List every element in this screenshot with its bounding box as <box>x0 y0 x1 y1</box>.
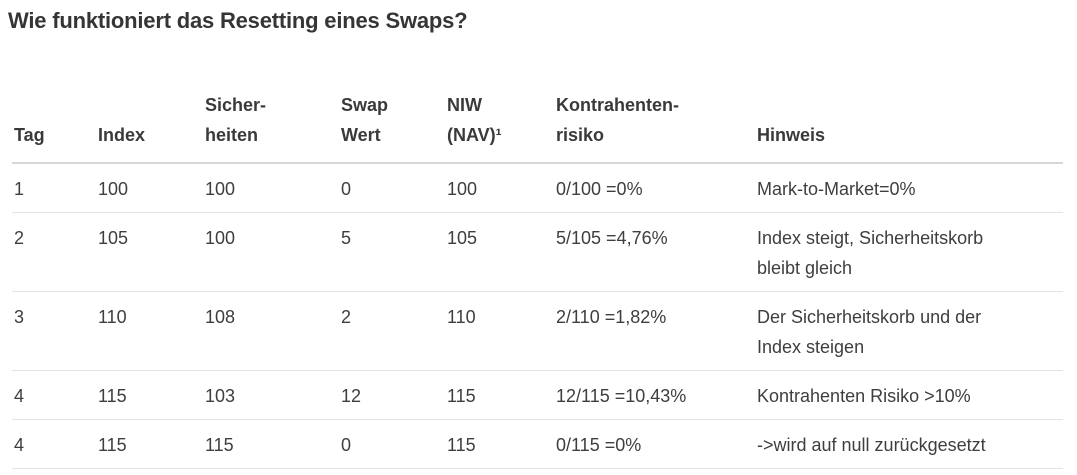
page-title: Wie funktioniert das Resetting eines Swa… <box>8 8 468 33</box>
column-header-kontrahentenrisiko: Kontrahenten- risiko <box>556 95 679 145</box>
column-header-swap-wert: Swap Wert <box>341 95 389 145</box>
cell-sicherheiten: 100 <box>205 228 236 248</box>
table-row: 4 115 103 12 115 12/115 =10,43% Kontrahe… <box>12 371 1063 420</box>
cell-tag: 1 <box>14 179 25 199</box>
cell-sicherheiten: 108 <box>205 307 236 327</box>
column-header-hinweis: Hinweis <box>757 125 826 145</box>
column-header-niw-nav: NIW (NAV)¹ <box>447 95 502 145</box>
table-row: 3 110 108 2 110 2/110 =1,82% Der Sicherh… <box>12 292 1063 371</box>
cell-swap-wert: 12 <box>341 386 362 406</box>
swap-resetting-table: Tag Index Sicher- heiten Swap Wert NIW (… <box>12 90 1063 469</box>
column-header-sicherheiten: Sicher- heiten <box>205 95 267 145</box>
cell-hinweis: Mark-to-Market=0% <box>757 179 916 199</box>
cell-niw: 115 <box>447 386 476 406</box>
cell-tag: 4 <box>14 386 25 406</box>
cell-sicherheiten: 115 <box>205 435 234 455</box>
cell-hinweis: Der Sicherheitskorb und der Index steige… <box>757 307 982 357</box>
cell-tag: 4 <box>14 435 25 455</box>
cell-kontrahentenrisiko: 2/110 =1,82% <box>556 307 667 327</box>
cell-index: 115 <box>98 386 127 406</box>
cell-niw: 100 <box>447 179 478 199</box>
cell-niw: 115 <box>447 435 476 455</box>
cell-index: 110 <box>98 307 127 327</box>
cell-hinweis: Index steigt, Sicherheitskorb bleibt gle… <box>757 228 984 278</box>
cell-kontrahentenrisiko: 5/105 =4,76% <box>556 228 668 248</box>
cell-kontrahentenrisiko: 0/115 =0% <box>556 435 642 455</box>
table-row: 2 105 100 5 105 5/105 =4,76% Index steig… <box>12 213 1063 292</box>
table-row: 1 100 100 0 100 0/100 =0% Mark-to-Market… <box>12 163 1063 213</box>
cell-index: 105 <box>98 228 129 248</box>
cell-kontrahentenrisiko: 12/115 =10,43% <box>556 386 687 406</box>
cell-sicherheiten: 103 <box>205 386 236 406</box>
cell-swap-wert: 5 <box>341 228 352 248</box>
cell-sicherheiten: 100 <box>205 179 236 199</box>
table-header-row: Tag Index Sicher- heiten Swap Wert NIW (… <box>12 90 1063 163</box>
cell-tag: 2 <box>14 228 25 248</box>
cell-hinweis: Kontrahenten Risiko >10% <box>757 386 971 406</box>
cell-niw: 105 <box>447 228 478 248</box>
cell-tag: 3 <box>14 307 25 327</box>
cell-kontrahentenrisiko: 0/100 =0% <box>556 179 643 199</box>
cell-niw: 110 <box>447 307 476 327</box>
cell-index: 100 <box>98 179 129 199</box>
cell-hinweis: ->wird auf null zurückgesetzt <box>757 435 986 455</box>
cell-swap-wert: 0 <box>341 179 352 199</box>
cell-swap-wert: 0 <box>341 435 352 455</box>
table-row: 4 115 115 0 115 0/115 =0% ->wird auf nul… <box>12 420 1063 469</box>
cell-swap-wert: 2 <box>341 307 352 327</box>
cell-index: 115 <box>98 435 127 455</box>
column-header-tag: Tag <box>14 125 45 145</box>
column-header-index: Index <box>98 125 146 145</box>
